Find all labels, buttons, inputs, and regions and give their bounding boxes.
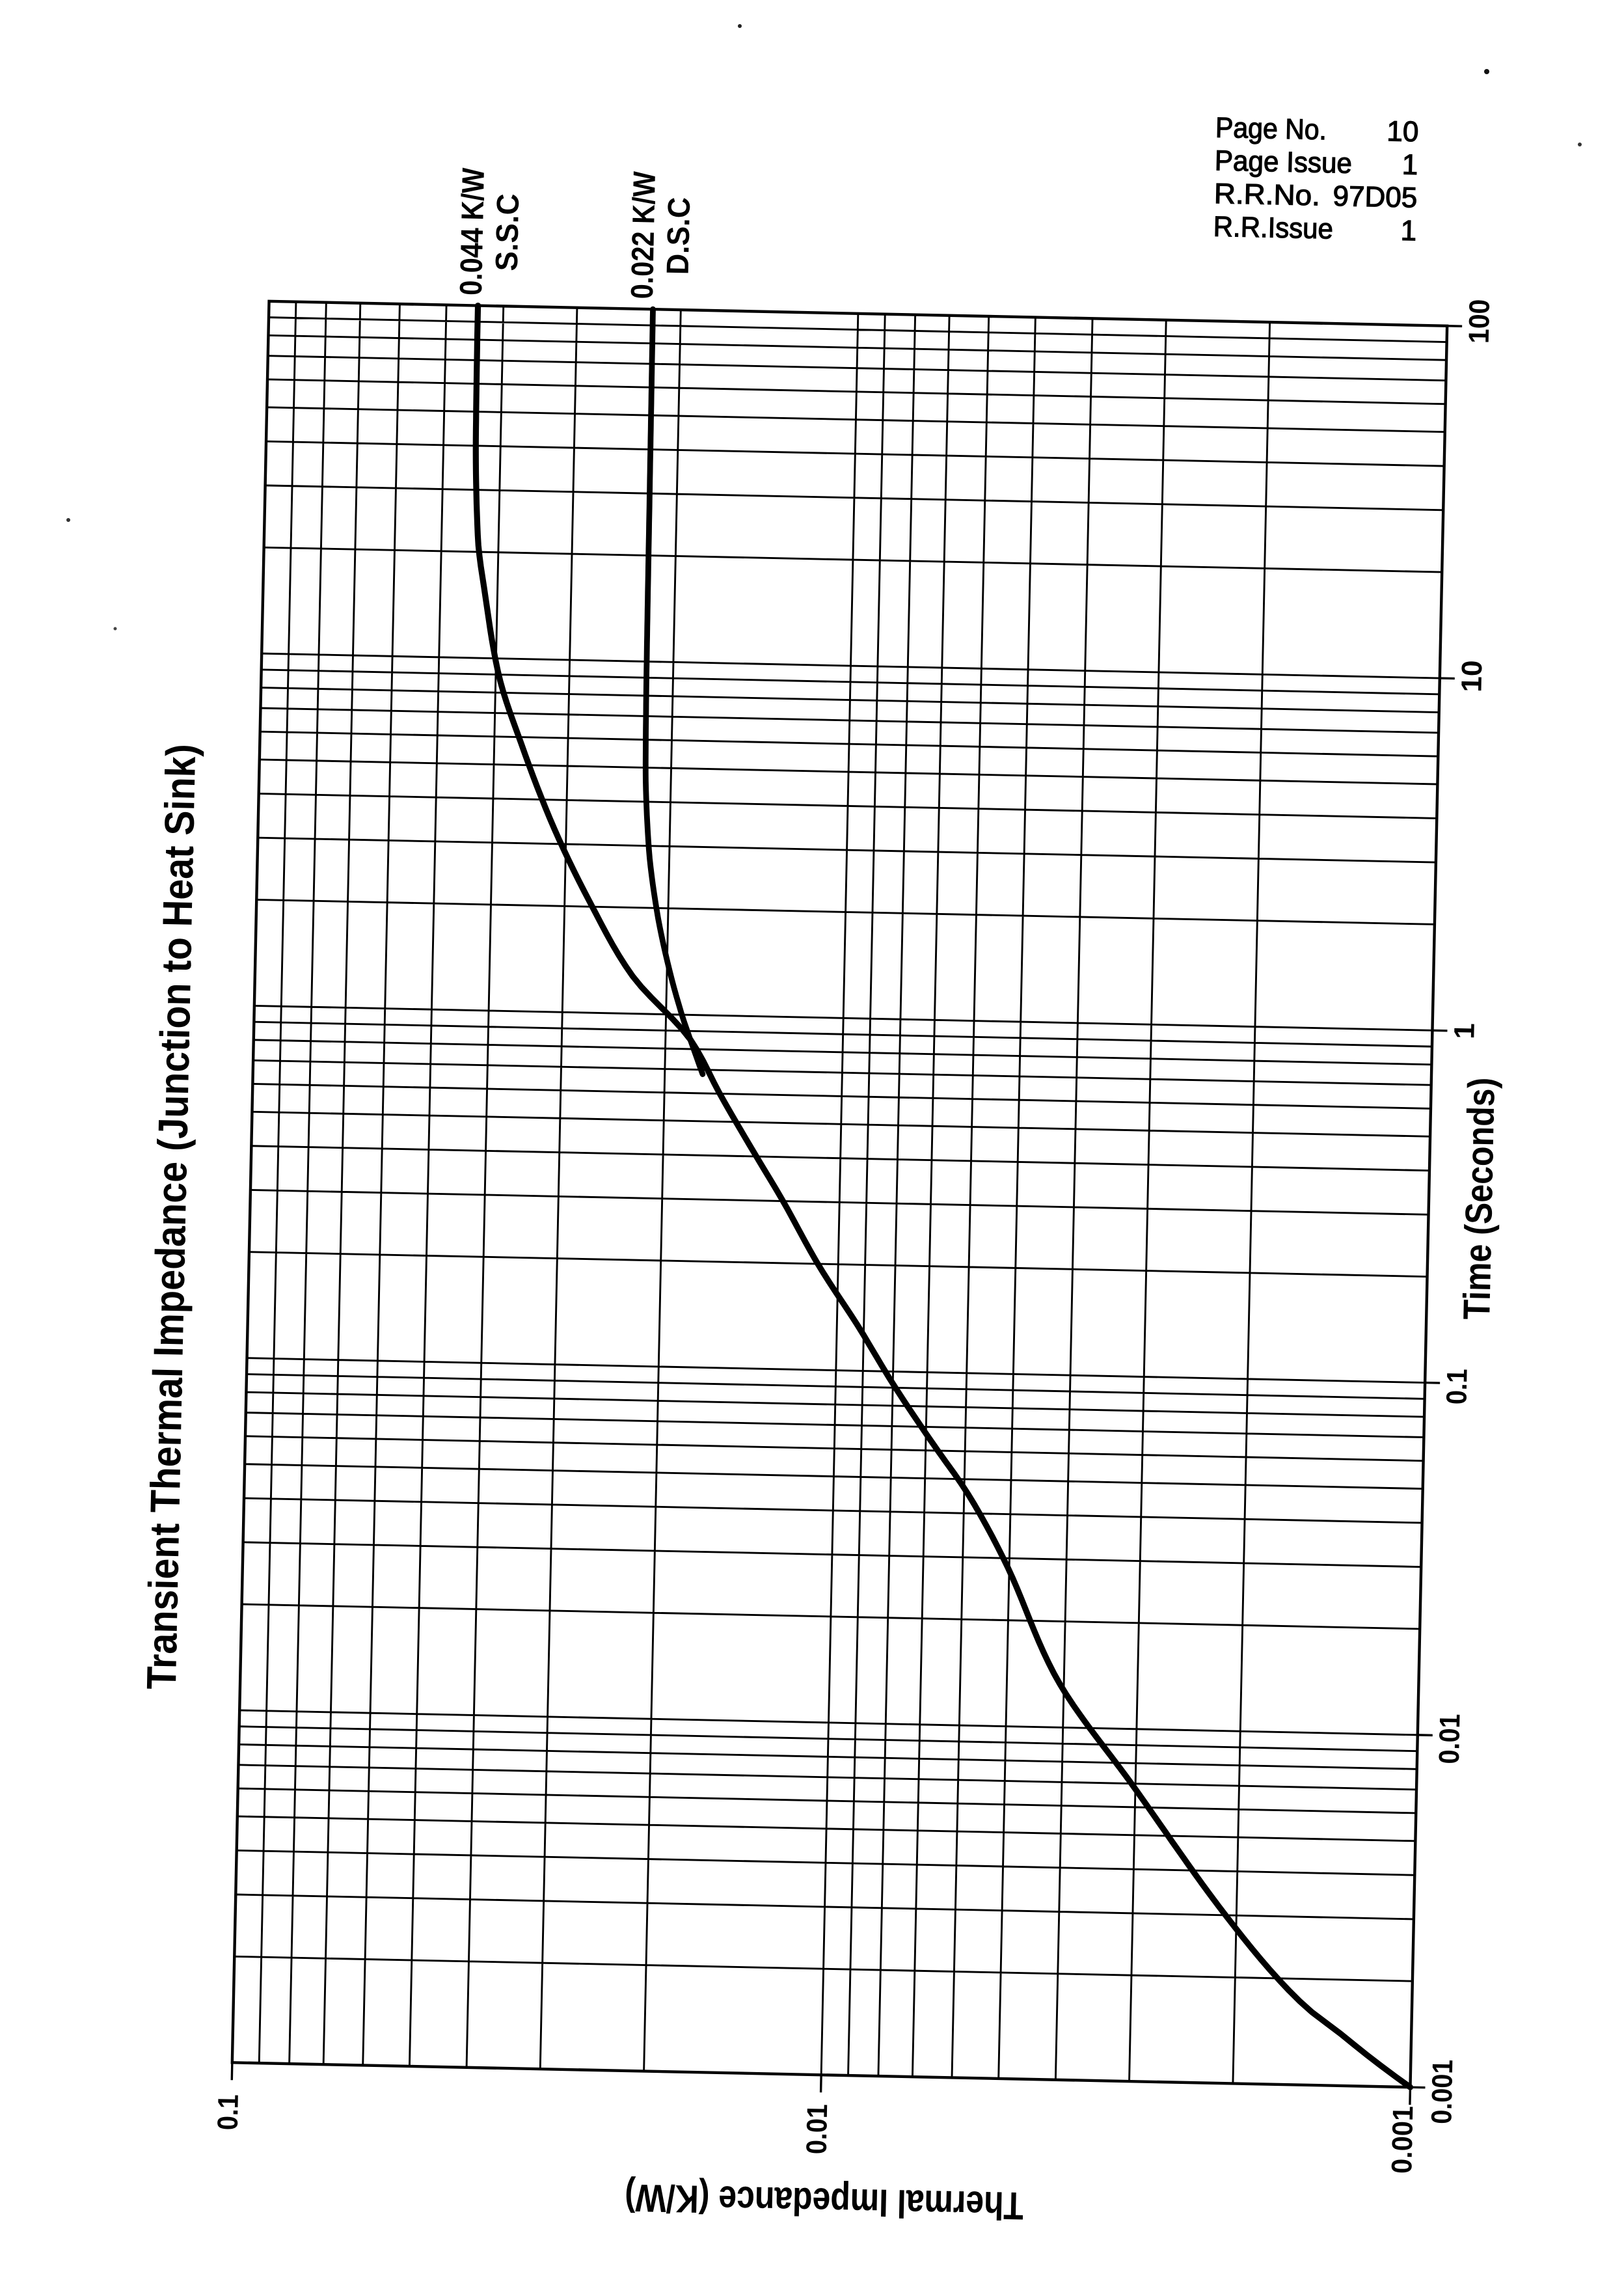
svg-text:1: 1 — [1448, 1023, 1481, 1040]
svg-text:10: 10 — [1455, 660, 1488, 692]
svg-text:Time (Seconds): Time (Seconds) — [1455, 1077, 1503, 1320]
svg-text:1: 1 — [1401, 148, 1418, 181]
svg-text:0.01: 0.01 — [1433, 1714, 1467, 1764]
svg-text:0.01: 0.01 — [801, 2104, 834, 2155]
svg-text:0.1: 0.1 — [1441, 1369, 1473, 1405]
svg-text:Thermal Impedance (K/W): Thermal Impedance (K/W) — [624, 2176, 1023, 2228]
svg-text:Page Issue: Page Issue — [1214, 144, 1352, 179]
svg-text:97D05: 97D05 — [1333, 180, 1418, 214]
svg-text:D.S.C: D.S.C — [661, 197, 697, 275]
svg-text:R.R.No.: R.R.No. — [1213, 178, 1320, 212]
svg-text:0.001: 0.001 — [1386, 2105, 1419, 2174]
svg-text:0.001: 0.001 — [1426, 2059, 1459, 2124]
svg-text:S.S.C: S.S.C — [490, 193, 526, 271]
svg-text:100: 100 — [1463, 299, 1496, 344]
svg-text:1: 1 — [1400, 215, 1417, 247]
svg-text:Page No.: Page No. — [1215, 112, 1327, 146]
svg-text:0.1: 0.1 — [212, 2094, 245, 2131]
svg-text:0.022 K/W: 0.022 K/W — [625, 171, 662, 299]
svg-text:0.044 K/W: 0.044 K/W — [454, 167, 491, 296]
svg-text:R.R.Issue: R.R.Issue — [1213, 211, 1333, 245]
svg-text:10: 10 — [1387, 115, 1419, 148]
